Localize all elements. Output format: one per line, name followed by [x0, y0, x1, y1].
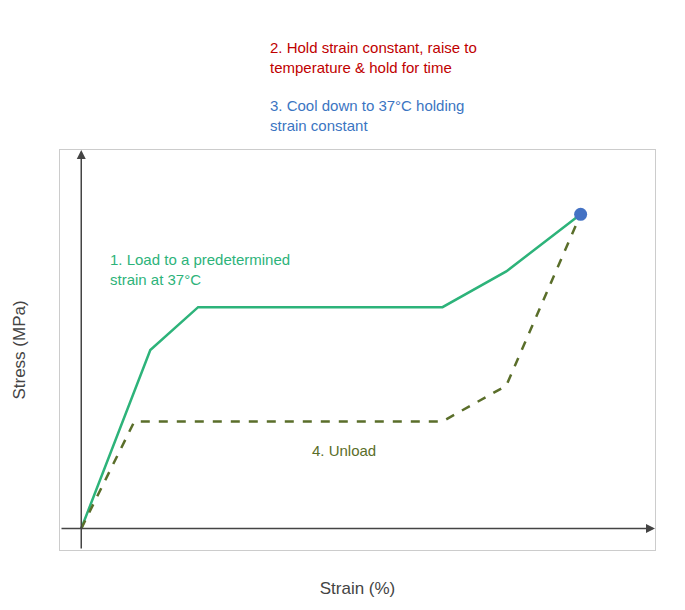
svg-text:1. Load to a predeterminedstra: 1. Load to a predeterminedstrain at 37°C — [110, 251, 290, 288]
svg-text:2. Hold strain constant, raise: 2. Hold strain constant, raise totempera… — [270, 39, 477, 76]
svg-text:Strain (%): Strain (%) — [320, 579, 396, 598]
svg-text:3. Cool down to 37°C holdingst: 3. Cool down to 37°C holdingstrain const… — [270, 97, 464, 134]
svg-text:Stress (MPa): Stress (MPa) — [10, 300, 29, 399]
svg-text:4. Unload: 4. Unload — [312, 442, 376, 459]
